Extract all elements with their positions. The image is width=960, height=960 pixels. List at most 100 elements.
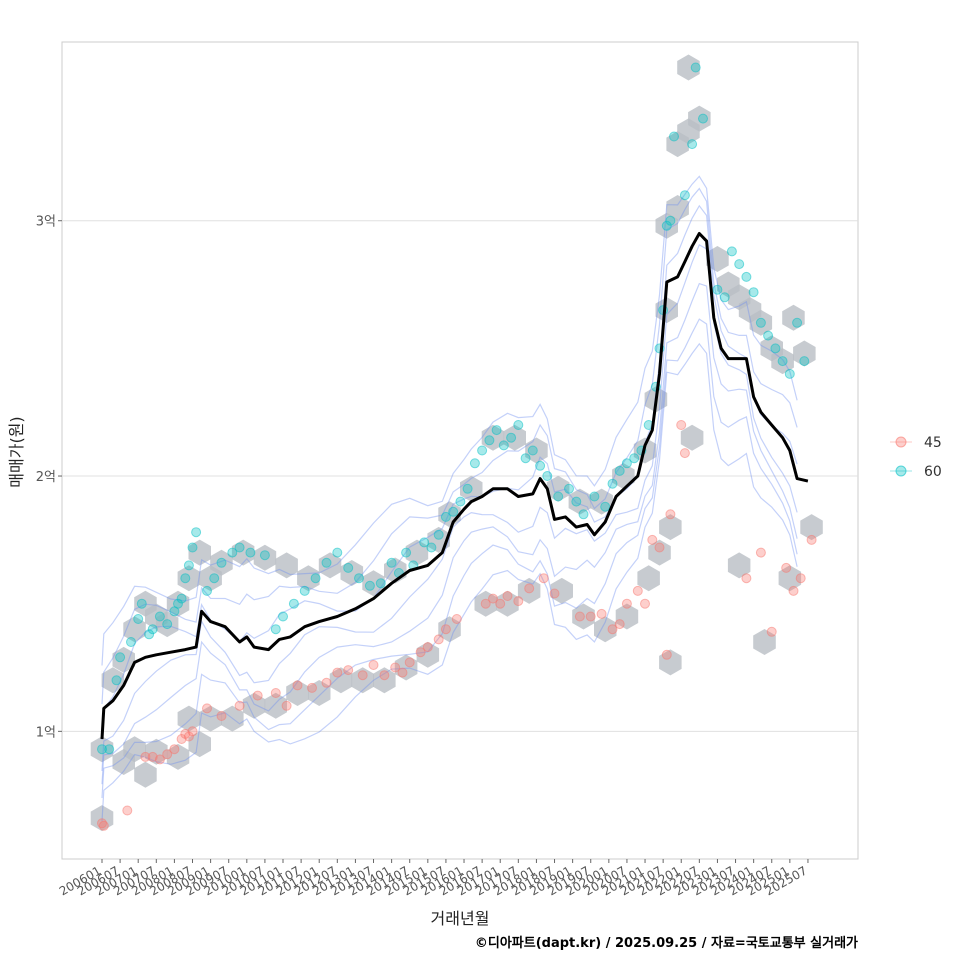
data-point-60 (97, 744, 107, 755)
data-point-60 (147, 624, 158, 635)
hex-cell (145, 738, 168, 765)
data-point-45 (513, 596, 524, 607)
data-point-60 (154, 611, 165, 622)
data-point-45 (596, 608, 607, 619)
data-point-60 (245, 547, 256, 558)
hex-cell (517, 577, 541, 604)
hex-cell (297, 565, 320, 592)
data-point-60 (111, 675, 122, 686)
data-point-60 (187, 542, 198, 553)
data-point-60 (520, 453, 531, 464)
data-point-60 (535, 460, 546, 471)
data-point-60 (687, 139, 698, 150)
data-point-45 (187, 726, 198, 737)
source-caption: ©디아파트(dapt.kr) / 2025.09.25 / 자료=국토교통부 실… (475, 935, 858, 951)
data-point-45 (640, 598, 650, 609)
data-point-45 (451, 614, 462, 624)
data-point-60 (698, 113, 708, 124)
data-point-60 (455, 496, 466, 507)
hex-cell (101, 667, 125, 694)
data-point-60 (202, 585, 212, 596)
data-point-60 (176, 593, 187, 604)
data-point-60 (126, 637, 136, 647)
density-contour (101, 175, 798, 666)
hex-cell (123, 736, 146, 763)
data-point-60 (784, 368, 795, 379)
data-point-60 (712, 284, 723, 295)
hex-cell (496, 590, 519, 617)
hex-cell (166, 590, 190, 617)
hex-cell (659, 649, 682, 676)
data-point-60 (665, 215, 676, 226)
data-point-60 (162, 619, 173, 630)
data-point-45 (343, 665, 354, 676)
data-point-45 (176, 734, 187, 744)
hex-cell (525, 437, 548, 464)
hex-cell (637, 565, 660, 592)
y-tick-label: 2억 (36, 470, 56, 485)
data-point-45 (607, 624, 618, 635)
data-point-60 (310, 573, 321, 584)
data-point-60 (419, 537, 430, 548)
data-point-60 (354, 573, 364, 584)
data-point-45 (415, 647, 426, 658)
y-axis-ticks: 1억 2억 3억 (36, 215, 62, 740)
data-point-45 (169, 744, 180, 755)
hex-cell (771, 348, 794, 375)
data-point-60 (209, 573, 220, 584)
density-contour (101, 318, 798, 799)
trend-line-layer (100, 232, 809, 740)
data-point-45 (357, 670, 368, 681)
data-point-45 (766, 626, 777, 637)
hex-cell (155, 611, 179, 638)
data-point-60 (321, 557, 332, 568)
data-point-60 (719, 292, 730, 303)
hex-cell (648, 539, 671, 566)
data-point-60 (679, 190, 690, 201)
data-point-60 (433, 529, 444, 540)
hex-cell (680, 424, 704, 451)
hex-cell (231, 539, 255, 566)
data-point-60 (227, 547, 238, 558)
legend-key-60 (895, 465, 907, 477)
data-point-60 (426, 542, 437, 553)
data-point-60 (578, 509, 589, 520)
hex-cell (655, 212, 678, 239)
density-contour (101, 282, 798, 785)
data-point-60 (144, 629, 155, 640)
data-point-45 (795, 573, 806, 584)
y-tick-label: 3억 (36, 215, 56, 230)
data-point-60 (571, 496, 582, 507)
data-point-60 (104, 744, 115, 755)
hex-cell (474, 590, 497, 617)
data-point-60 (469, 458, 480, 469)
data-point-45 (549, 588, 560, 599)
hex-cell (394, 654, 418, 681)
density-contour (101, 187, 798, 705)
hex-cell (594, 616, 617, 643)
data-point-60 (792, 317, 803, 328)
density-contour (101, 342, 798, 822)
scatter-points-layer (97, 62, 817, 831)
data-point-60 (527, 445, 538, 456)
data-point-45 (368, 660, 379, 670)
data-point-45 (741, 573, 752, 584)
data-point-60 (614, 465, 625, 476)
data-point-45 (433, 634, 444, 645)
data-point-45 (390, 662, 401, 673)
data-point-60 (278, 611, 288, 622)
data-point-60 (542, 471, 553, 481)
data-point-45 (574, 611, 585, 622)
data-point-60 (332, 547, 343, 558)
hex-cell (405, 539, 429, 566)
legend-label-60: 60 (924, 464, 942, 480)
y-tick-label: 1억 (36, 725, 56, 740)
data-point-60 (763, 330, 774, 341)
data-point-45 (234, 700, 245, 711)
data-point-60 (770, 343, 781, 354)
data-point-60 (498, 440, 509, 451)
data-point-45 (154, 754, 165, 765)
data-point-45 (621, 598, 632, 609)
data-point-60 (477, 445, 488, 456)
hex-cell (253, 544, 277, 571)
